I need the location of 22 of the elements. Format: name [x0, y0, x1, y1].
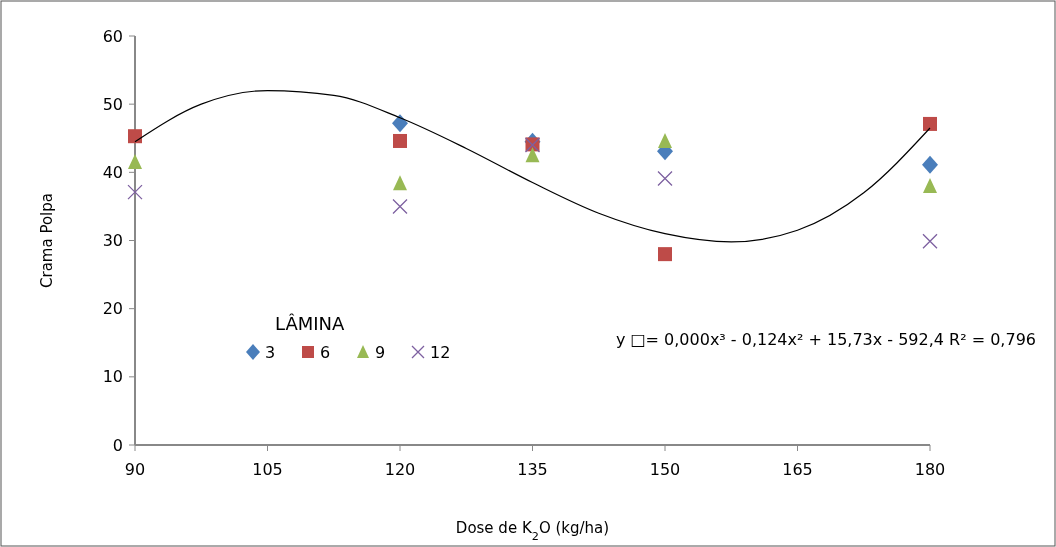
y-tick-label: 50	[102, 94, 123, 114]
legend-label: 9	[375, 343, 386, 362]
y-tick-label: 10	[102, 367, 123, 387]
y-tick-label: 0	[112, 435, 123, 455]
annotation: y □= 0,000x³ - 0,124x² + 15,73x - 592,4 R² = 0,796	[615, 330, 1036, 349]
y-tick-label: 20	[102, 299, 123, 319]
y-tick-label: 30	[102, 231, 123, 251]
x-tick-label: 120	[384, 460, 416, 479]
legend-label: 12	[430, 343, 451, 362]
x-tick-label: 165	[782, 460, 813, 479]
x-tick-label: 150	[649, 460, 681, 479]
x-tick-label: 180	[914, 460, 946, 479]
legend-title: LÂMINA	[275, 313, 346, 334]
y-tick-label: 60	[102, 26, 123, 46]
x-axis-title: Dose de K$_{2}$O (kg/ha)	[455, 519, 610, 543]
x-tick-label: 105	[252, 460, 283, 479]
y-tick-label: 40	[102, 162, 123, 182]
x-tick-label: 135	[517, 460, 548, 479]
x-tick-label: 90	[124, 460, 146, 479]
y-axis-title: Crama Polpa	[38, 193, 56, 288]
legend-label: 3	[265, 343, 276, 362]
legend-label: 6	[320, 343, 331, 362]
